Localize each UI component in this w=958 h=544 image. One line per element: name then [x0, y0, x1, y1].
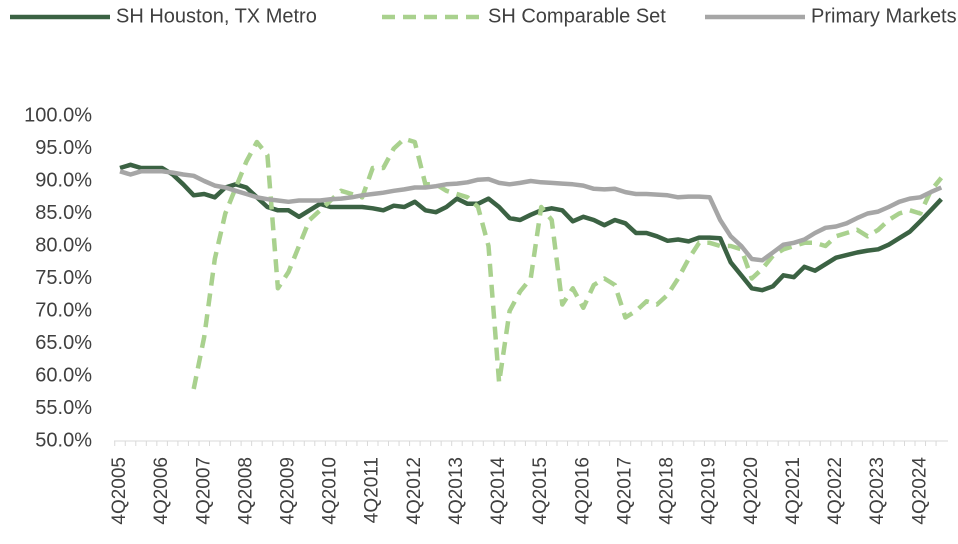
x-tick-label: 4Q2014	[488, 457, 509, 525]
x-tick-label: 4Q2008	[235, 457, 256, 525]
y-tick-label: 65.0%	[35, 332, 92, 354]
x-tick-label: 4Q2019	[699, 457, 720, 525]
y-tick-label: 75.0%	[35, 267, 92, 289]
x-tick-label: 4Q2016	[572, 457, 593, 525]
x-tick-label: 4Q2018	[657, 457, 678, 525]
x-tick-label: 4Q2017	[614, 457, 635, 525]
x-tick-label: 4Q2022	[825, 457, 846, 525]
y-tick-label: 90.0%	[35, 169, 92, 191]
x-tick-label: 4Q2023	[867, 457, 888, 525]
legend-label: SH Comparable Set	[488, 5, 666, 27]
x-tick-label: 4Q2011	[362, 457, 383, 523]
series-line	[191, 136, 944, 390]
legend-label: Primary Markets	[811, 5, 957, 27]
y-tick-label: 70.0%	[35, 299, 92, 321]
x-tick-label: 4Q2020	[741, 457, 762, 525]
x-tick-label: 4Q2024	[909, 457, 930, 525]
x-tick-label: 4Q2015	[530, 457, 551, 525]
x-tick-label: 4Q2006	[151, 457, 172, 525]
y-tick-label: 50.0%	[35, 429, 92, 451]
y-tick-label: 100.0%	[24, 104, 92, 126]
y-tick-label: 80.0%	[35, 234, 92, 256]
series-line	[119, 169, 943, 263]
x-tick-label: 4Q2010	[320, 457, 341, 525]
x-tick-label: 4Q2007	[193, 457, 214, 525]
y-tick-label: 95.0%	[35, 137, 92, 159]
x-tick-label: 4Q2005	[109, 457, 130, 525]
x-tick-label: 4Q2021	[783, 457, 804, 525]
x-tick-label: 4Q2013	[446, 457, 467, 525]
y-tick-label: 85.0%	[35, 202, 92, 224]
x-tick-label: 4Q2009	[277, 457, 298, 525]
x-tick-label: 4Q2012	[404, 457, 425, 525]
legend-label: SH Houston, TX Metro	[116, 5, 317, 27]
y-tick-label: 55.0%	[35, 397, 92, 419]
y-tick-label: 60.0%	[35, 364, 92, 386]
